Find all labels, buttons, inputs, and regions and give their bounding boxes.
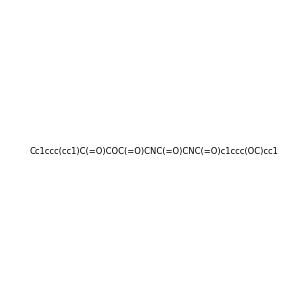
- Text: Cc1ccc(cc1)C(=O)COC(=O)CNC(=O)CNC(=O)c1ccc(OC)cc1: Cc1ccc(cc1)C(=O)COC(=O)CNC(=O)CNC(=O)c1c…: [29, 147, 278, 156]
